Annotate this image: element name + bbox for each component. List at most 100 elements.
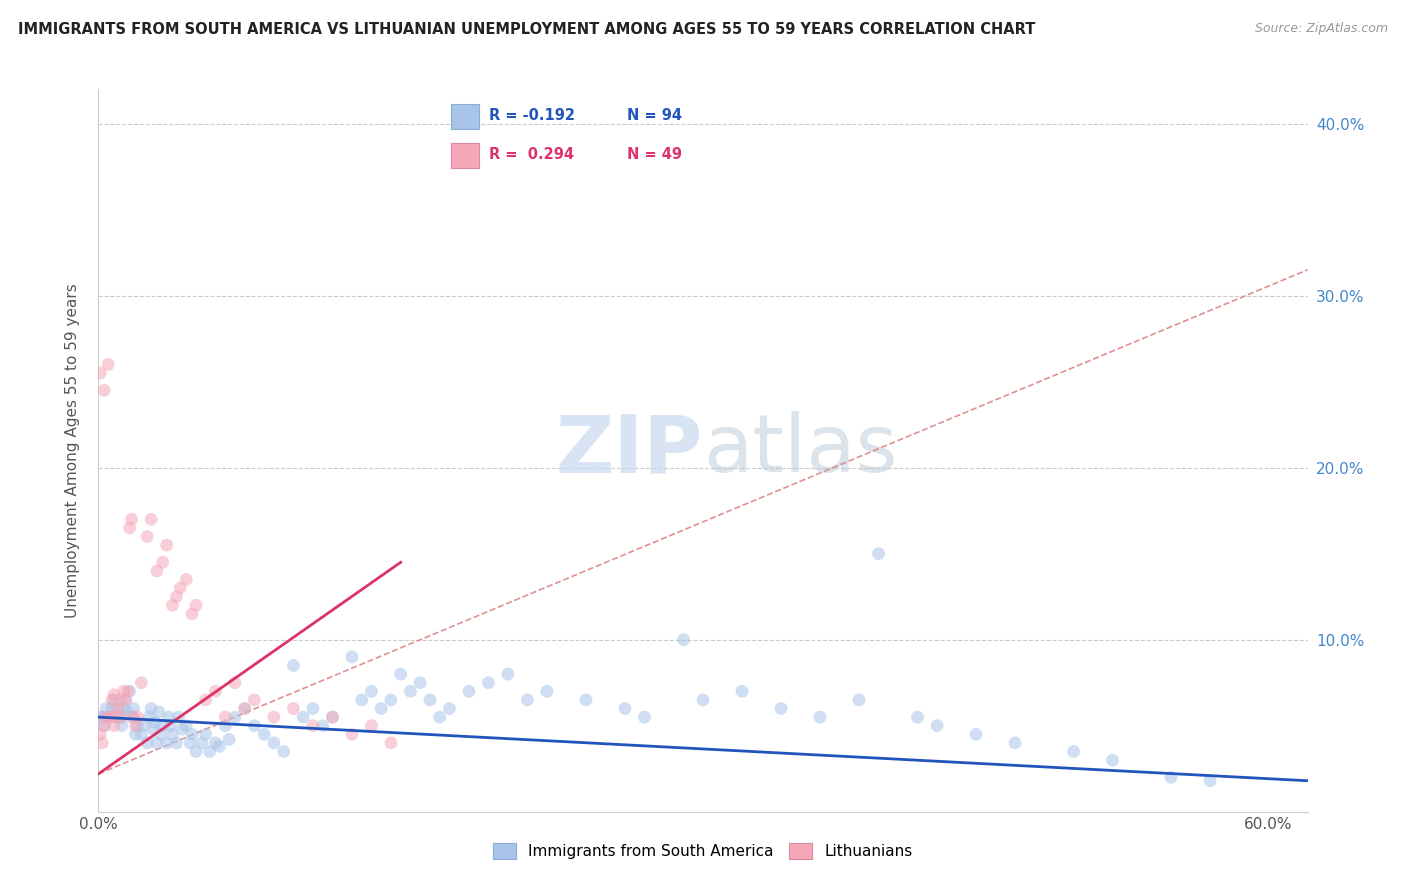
Point	[208, 739, 231, 754]
Point	[321, 710, 343, 724]
Point	[399, 684, 422, 698]
Point	[214, 710, 236, 724]
Point	[121, 710, 143, 724]
Point	[808, 710, 831, 724]
Point	[96, 701, 118, 715]
Point	[139, 701, 162, 715]
Point	[340, 727, 363, 741]
Text: IMMIGRANTS FROM SOUTH AMERICA VS LITHUANIAN UNEMPLOYMENT AMONG AGES 55 TO 59 YEA: IMMIGRANTS FROM SOUTH AMERICA VS LITHUAN…	[18, 22, 1036, 37]
Point	[93, 719, 115, 733]
Point	[114, 693, 136, 707]
Point	[302, 719, 325, 733]
Point	[131, 675, 153, 690]
Point	[111, 710, 134, 724]
Point	[118, 684, 141, 698]
Point	[1101, 753, 1123, 767]
Point	[389, 667, 412, 681]
Point	[89, 366, 111, 380]
Point	[131, 727, 153, 741]
Point	[146, 736, 169, 750]
Point	[692, 693, 714, 707]
Point	[731, 684, 754, 698]
Point	[179, 736, 201, 750]
Point	[224, 675, 246, 690]
Point	[224, 710, 246, 724]
Point	[138, 710, 160, 724]
Point	[516, 693, 538, 707]
Point	[848, 693, 870, 707]
Point	[340, 649, 363, 664]
Point	[143, 715, 166, 730]
Point	[121, 512, 143, 526]
Point	[98, 710, 121, 724]
Point	[380, 736, 402, 750]
Text: atlas: atlas	[703, 411, 897, 490]
Point	[194, 727, 217, 741]
Point	[107, 701, 129, 715]
Point	[1004, 736, 1026, 750]
Point	[477, 675, 499, 690]
Point	[965, 727, 987, 741]
Point	[419, 693, 441, 707]
Point	[136, 736, 159, 750]
Point	[167, 710, 190, 724]
Point	[191, 736, 214, 750]
Point	[1199, 773, 1222, 788]
Point	[370, 701, 392, 715]
Point	[496, 667, 519, 681]
Point	[380, 693, 402, 707]
Point	[868, 547, 890, 561]
Text: N = 49: N = 49	[627, 147, 682, 162]
Point	[97, 710, 120, 724]
Text: Source: ZipAtlas.com: Source: ZipAtlas.com	[1254, 22, 1388, 36]
Point	[112, 701, 135, 715]
Point	[136, 529, 159, 543]
Point	[458, 684, 481, 698]
Point	[321, 710, 343, 724]
Point	[165, 590, 187, 604]
Point	[162, 727, 184, 741]
Point	[149, 727, 172, 741]
Point	[672, 632, 695, 647]
Legend: Immigrants from South America, Lithuanians: Immigrants from South America, Lithuania…	[488, 838, 918, 865]
Point	[233, 701, 256, 715]
Text: ZIP: ZIP	[555, 411, 703, 490]
Point	[96, 710, 118, 724]
Point	[925, 719, 948, 733]
Point	[429, 710, 451, 724]
Text: N = 94: N = 94	[627, 108, 682, 123]
Point	[360, 684, 382, 698]
Point	[148, 705, 170, 719]
Point	[122, 710, 145, 724]
Point	[118, 521, 141, 535]
Point	[283, 658, 305, 673]
Point	[263, 736, 285, 750]
Point	[181, 727, 204, 741]
Point	[152, 555, 174, 569]
Point	[91, 710, 114, 724]
Point	[124, 727, 146, 741]
Point	[111, 719, 134, 733]
Point	[198, 744, 221, 758]
Point	[174, 573, 197, 587]
Point	[169, 581, 191, 595]
Point	[273, 744, 295, 758]
Point	[769, 701, 792, 715]
Point	[1160, 770, 1182, 784]
Point	[184, 744, 207, 758]
Point	[117, 684, 139, 698]
Point	[98, 710, 121, 724]
Point	[439, 701, 461, 715]
Point	[112, 684, 135, 698]
Point	[91, 736, 114, 750]
Point	[156, 736, 179, 750]
Point	[181, 607, 204, 621]
Point	[157, 710, 180, 724]
Point	[575, 693, 598, 707]
Point	[614, 701, 637, 715]
Point	[172, 722, 194, 736]
Point	[139, 512, 162, 526]
Point	[1063, 744, 1085, 758]
Bar	[451, 143, 478, 169]
Point	[253, 727, 276, 741]
